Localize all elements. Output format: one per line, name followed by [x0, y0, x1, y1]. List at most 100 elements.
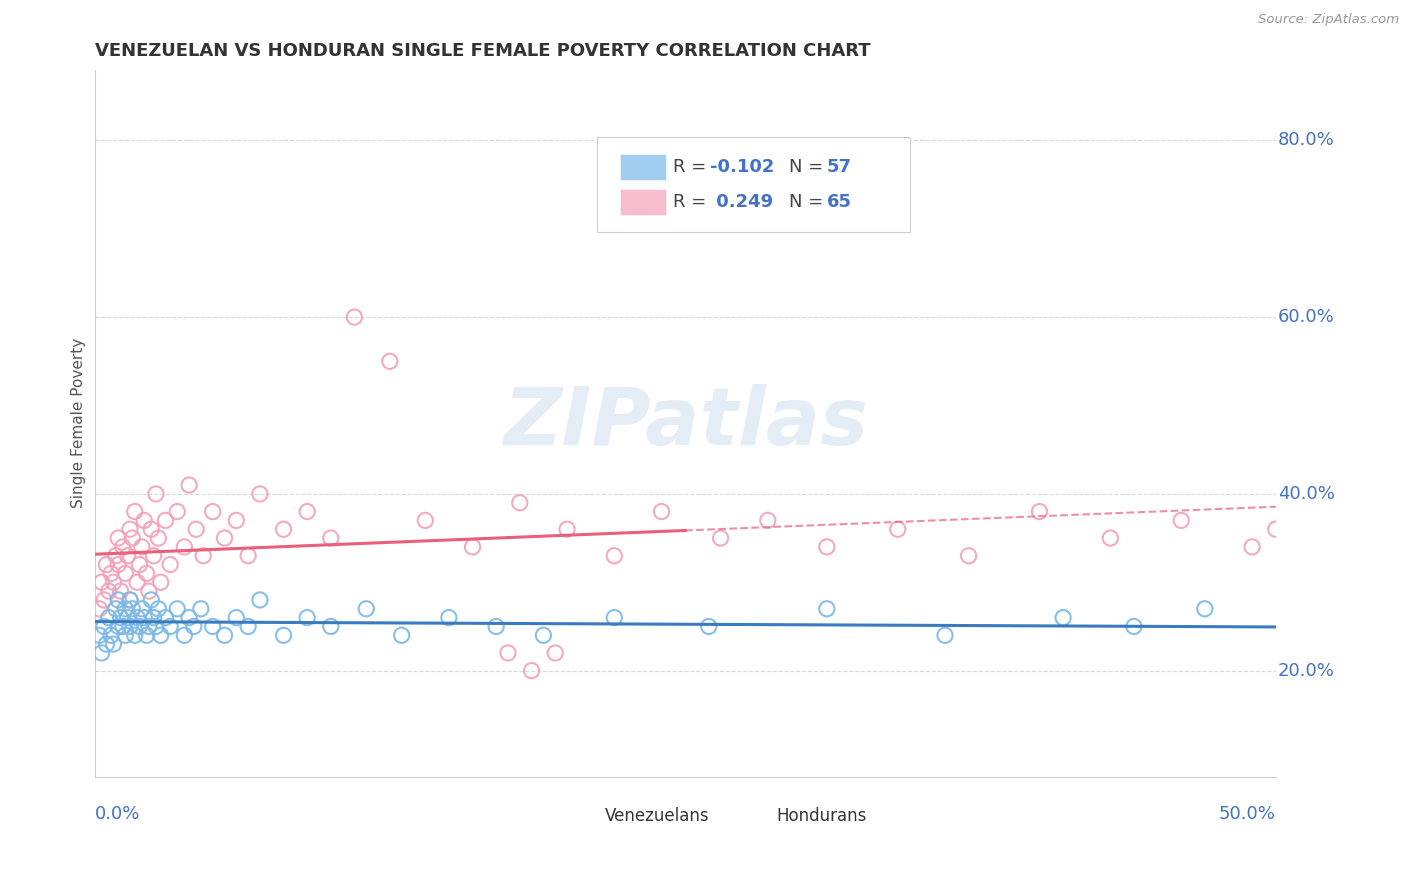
Point — [118, 619, 141, 633]
Point — [110, 584, 132, 599]
Y-axis label: Single Female Poverty: Single Female Poverty — [72, 338, 86, 508]
Text: 65: 65 — [827, 193, 852, 211]
Point — [141, 593, 163, 607]
Point — [214, 628, 236, 642]
Point — [127, 575, 149, 590]
Text: -0.102: -0.102 — [710, 158, 775, 177]
Point — [603, 549, 626, 563]
Point — [496, 646, 519, 660]
Point — [93, 593, 115, 607]
Point — [186, 522, 208, 536]
Point — [173, 540, 195, 554]
Text: R =: R = — [673, 193, 713, 211]
Point — [273, 628, 295, 642]
Point — [104, 601, 127, 615]
Point — [201, 504, 224, 518]
Point — [214, 531, 236, 545]
Point — [343, 310, 366, 325]
Point — [1194, 601, 1216, 615]
Point — [544, 646, 567, 660]
Point — [107, 558, 129, 572]
Text: VENEZUELAN VS HONDURAN SINGLE FEMALE POVERTY CORRELATION CHART: VENEZUELAN VS HONDURAN SINGLE FEMALE POV… — [94, 42, 870, 60]
Text: 80.0%: 80.0% — [1278, 131, 1334, 149]
Point — [555, 522, 578, 536]
Point — [89, 628, 111, 642]
Point — [413, 513, 436, 527]
Point — [155, 513, 177, 527]
Point — [114, 601, 136, 615]
Text: Venezuelans: Venezuelans — [605, 806, 710, 824]
Point — [100, 628, 122, 642]
Point — [128, 558, 150, 572]
Point — [127, 610, 149, 624]
Point — [155, 610, 177, 624]
Point — [159, 619, 181, 633]
Point — [124, 504, 146, 518]
Point — [142, 610, 165, 624]
Point — [138, 619, 160, 633]
Point — [148, 531, 170, 545]
Point — [249, 487, 271, 501]
Point — [697, 619, 720, 633]
Point — [225, 513, 247, 527]
Point — [1028, 504, 1050, 518]
Text: 20.0%: 20.0% — [1278, 662, 1334, 680]
Point — [437, 610, 460, 624]
Point — [131, 601, 153, 615]
Point — [118, 522, 141, 536]
Point — [138, 584, 160, 599]
Point — [1052, 610, 1074, 624]
Point — [461, 540, 484, 554]
FancyBboxPatch shape — [620, 154, 666, 180]
Point — [1264, 522, 1286, 536]
Point — [110, 610, 132, 624]
Text: 0.0%: 0.0% — [94, 805, 141, 823]
Point — [273, 522, 295, 536]
Point — [603, 610, 626, 624]
Point — [957, 549, 980, 563]
Point — [145, 619, 167, 633]
Point — [103, 575, 125, 590]
Point — [131, 540, 153, 554]
Point — [193, 549, 215, 563]
Point — [97, 610, 120, 624]
Point — [128, 619, 150, 633]
Point — [225, 610, 247, 624]
Point — [249, 593, 271, 607]
Point — [118, 593, 141, 607]
Point — [756, 513, 779, 527]
Point — [141, 522, 163, 536]
Text: N =: N = — [789, 158, 830, 177]
Text: Source: ZipAtlas.com: Source: ZipAtlas.com — [1258, 13, 1399, 27]
Text: 40.0%: 40.0% — [1278, 485, 1334, 503]
Text: R =: R = — [673, 158, 713, 177]
Point — [134, 513, 156, 527]
Point — [201, 619, 224, 633]
Text: 57: 57 — [827, 158, 852, 177]
Point — [145, 487, 167, 501]
Point — [107, 531, 129, 545]
FancyBboxPatch shape — [730, 805, 770, 826]
Point — [1123, 619, 1146, 633]
Point — [111, 540, 134, 554]
Point — [295, 504, 318, 518]
Point — [149, 628, 172, 642]
Point — [100, 566, 122, 581]
Point — [236, 619, 259, 633]
Point — [887, 522, 910, 536]
Point — [236, 549, 259, 563]
FancyBboxPatch shape — [558, 805, 599, 826]
Point — [166, 601, 188, 615]
Point — [117, 549, 139, 563]
Point — [134, 610, 156, 624]
Text: 0.249: 0.249 — [710, 193, 773, 211]
Point — [103, 637, 125, 651]
Point — [1170, 513, 1192, 527]
Point — [114, 566, 136, 581]
Point — [166, 504, 188, 518]
Point — [149, 575, 172, 590]
Point — [121, 531, 143, 545]
Text: 50.0%: 50.0% — [1219, 805, 1275, 823]
Point — [117, 610, 139, 624]
Point — [815, 540, 838, 554]
